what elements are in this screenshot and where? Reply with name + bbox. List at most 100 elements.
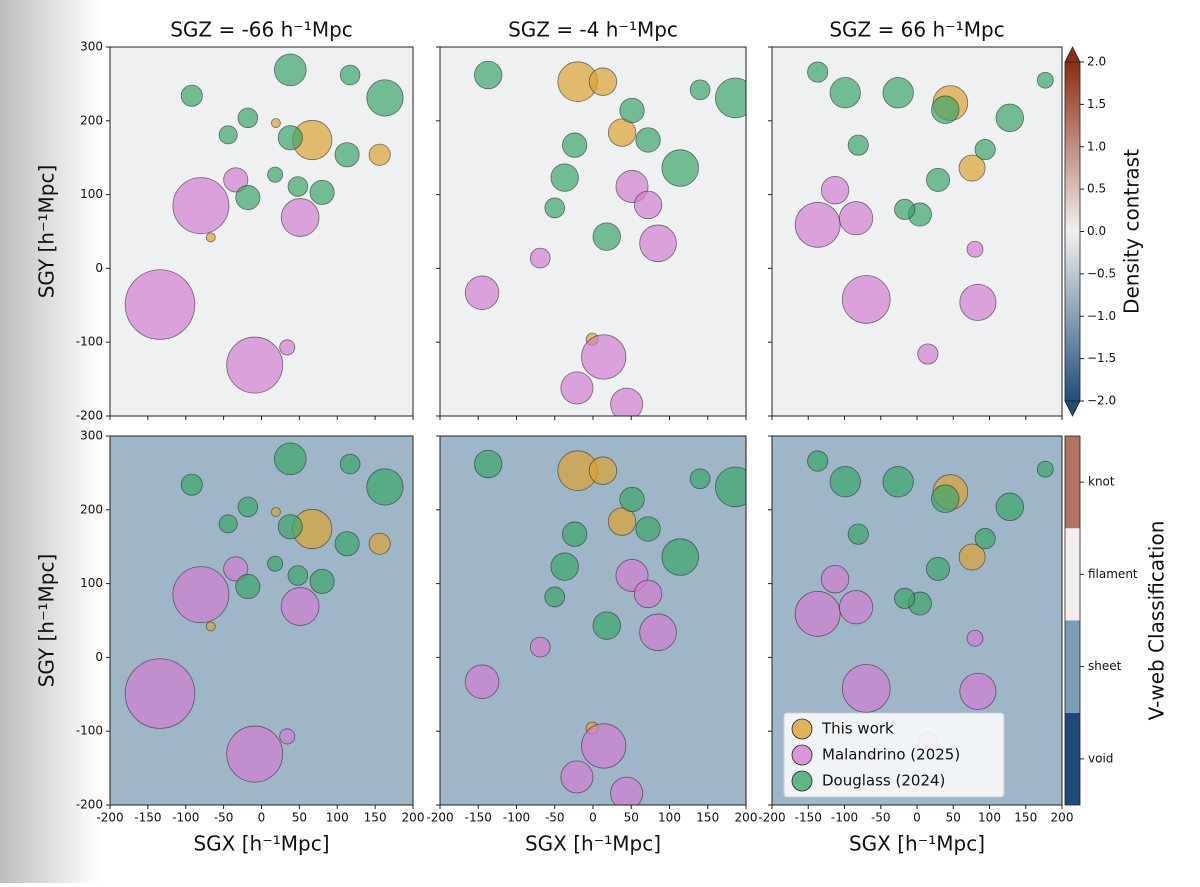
marker xyxy=(223,556,249,582)
marker xyxy=(966,240,984,258)
x-tick-label: 0 xyxy=(589,811,597,825)
x-tick-label: -100 xyxy=(831,811,858,825)
marker xyxy=(226,725,284,783)
x-tick-label: -200 xyxy=(96,811,123,825)
marker xyxy=(280,198,320,237)
cb-tick-label: 1.0 xyxy=(1087,139,1106,153)
marker xyxy=(839,590,874,625)
y-axis-label: SGY [h⁻¹Mpc] xyxy=(35,165,59,299)
marker xyxy=(172,566,230,624)
marker xyxy=(820,564,850,594)
cb-band xyxy=(1065,528,1080,621)
marker xyxy=(273,442,307,476)
marker xyxy=(633,190,663,220)
cb-tick-label: 2.0 xyxy=(1087,55,1106,69)
marker xyxy=(124,269,196,340)
marker xyxy=(334,531,360,557)
x-tick-label: -100 xyxy=(172,811,199,825)
panel-title: SGZ = 66 h⁻¹Mpc xyxy=(829,18,1004,42)
x-tick-label: -100 xyxy=(503,811,530,825)
marker xyxy=(267,166,284,183)
marker xyxy=(339,453,361,475)
marker xyxy=(309,179,335,205)
cb-band xyxy=(1065,436,1080,529)
marker xyxy=(581,723,627,769)
y-tick-label: -200 xyxy=(76,798,103,812)
x-tick-label: -150 xyxy=(134,811,161,825)
x-tick-label: -150 xyxy=(465,811,492,825)
marker xyxy=(715,466,746,508)
x-tick-label: 50 xyxy=(946,811,961,825)
marker xyxy=(544,586,566,608)
marker xyxy=(894,587,916,609)
x-tick-label: 200 xyxy=(402,811,425,825)
marker xyxy=(592,222,621,251)
marker xyxy=(807,61,829,83)
marker xyxy=(218,514,238,534)
plot-area xyxy=(794,61,1054,365)
marker xyxy=(661,149,699,187)
marker xyxy=(995,103,1024,133)
marker xyxy=(464,664,500,699)
marker xyxy=(562,521,588,547)
marker xyxy=(1036,71,1054,89)
marker xyxy=(619,486,645,513)
marker xyxy=(926,167,951,192)
colorbar xyxy=(1064,61,1081,402)
marker xyxy=(639,613,677,652)
x-tick-label: -200 xyxy=(426,811,453,825)
marker xyxy=(279,728,296,745)
x-tick-label: 150 xyxy=(364,811,387,825)
marker xyxy=(273,53,307,87)
marker xyxy=(366,468,404,506)
marker xyxy=(172,177,230,235)
marker xyxy=(926,556,951,581)
marker xyxy=(588,456,618,485)
marker xyxy=(958,154,986,182)
marker xyxy=(661,538,699,576)
marker xyxy=(270,118,281,128)
y-tick-label: 0 xyxy=(95,261,103,275)
cb-tick-label: void xyxy=(1088,751,1113,765)
marker xyxy=(807,450,829,472)
marker xyxy=(1036,460,1054,478)
marker xyxy=(847,134,869,156)
marker xyxy=(529,636,551,658)
marker xyxy=(829,77,861,109)
x-tick-label: 150 xyxy=(1014,811,1037,825)
cb-tick-label: −0.5 xyxy=(1087,266,1116,280)
x-tick-label: 100 xyxy=(326,811,349,825)
marker xyxy=(839,201,874,236)
marker xyxy=(619,97,645,124)
marker xyxy=(633,579,663,609)
x-tick-label: -50 xyxy=(214,811,234,825)
marker xyxy=(309,568,335,594)
x-tick-label: 0 xyxy=(913,811,921,825)
x-tick-label: -200 xyxy=(758,811,785,825)
marker xyxy=(974,528,996,550)
marker xyxy=(610,776,644,805)
marker xyxy=(223,167,249,193)
marker xyxy=(180,473,203,496)
y-tick-label: -200 xyxy=(76,409,103,423)
marker xyxy=(581,334,627,380)
cb-band xyxy=(1065,712,1080,805)
marker xyxy=(544,197,566,219)
marker xyxy=(689,468,711,490)
cb-tick-label: knot xyxy=(1088,475,1115,489)
marker xyxy=(882,77,914,109)
marker xyxy=(464,275,500,310)
marker xyxy=(829,466,861,498)
x-tick-label: 100 xyxy=(658,811,681,825)
marker xyxy=(368,532,391,555)
marker xyxy=(894,198,916,220)
marker xyxy=(366,79,404,117)
plot-area xyxy=(464,449,746,805)
x-tick-label: -50 xyxy=(871,811,891,825)
y-tick-label: 300 xyxy=(80,40,103,54)
cb-tick-label: 0.0 xyxy=(1087,224,1106,238)
marker xyxy=(474,60,503,90)
marker xyxy=(474,449,503,479)
marker xyxy=(235,185,261,211)
